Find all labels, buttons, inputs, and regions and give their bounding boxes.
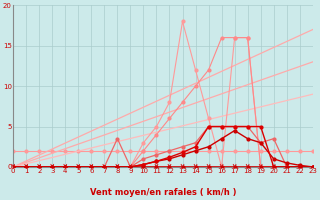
X-axis label: Vent moyen/en rafales ( km/h ): Vent moyen/en rafales ( km/h ) [90, 188, 236, 197]
